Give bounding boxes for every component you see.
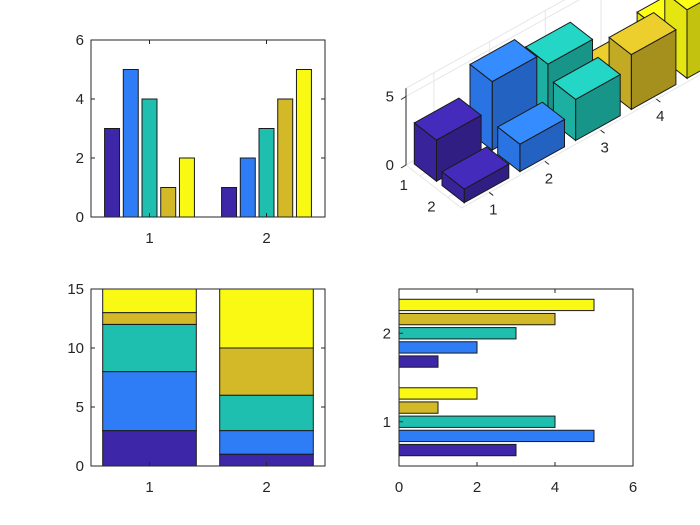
x-tick-label: 2 (262, 479, 270, 496)
hbar-2-5 (398, 298, 595, 312)
col-tick-mark (600, 129, 605, 134)
bar-1-4 (160, 187, 177, 218)
col-tick-mark (488, 192, 494, 196)
hbar-2-1 (398, 355, 439, 368)
x-tick-label: 2 (473, 479, 481, 496)
y-tick-label: 1 (383, 414, 391, 431)
y-tick-label: 4 (76, 91, 84, 108)
y-tick-label: 10 (67, 340, 84, 357)
col-tick-label: 4 (656, 108, 664, 125)
bar-2-2 (239, 157, 256, 218)
x-tick-label: 1 (145, 479, 153, 496)
horizontal-bar-chart: 0 2 4 6 1 2 (383, 288, 637, 496)
z-tick-mark (400, 164, 407, 169)
col-tick-mark (656, 98, 661, 103)
bar-2-3 (258, 128, 275, 218)
x-tick-label: 6 (629, 479, 637, 496)
hbar-2-2 (398, 341, 478, 354)
z-tick-label: 0 (386, 157, 394, 174)
stack-2-4 (219, 347, 314, 396)
hbar-2-4 (398, 312, 556, 326)
bar3d-2-5-front (686, 1, 700, 80)
bar-1-1 (104, 128, 121, 218)
stack-2-2 (219, 430, 314, 455)
hbar-1-3 (398, 415, 556, 428)
3d-bar-chart: 051212345 (386, 0, 700, 218)
stack-2-5 (219, 288, 314, 349)
bar-1-3 (141, 98, 158, 218)
y-tick-label: 5 (76, 399, 84, 416)
y-tick-label: 0 (76, 209, 84, 226)
stack-1-1 (102, 430, 197, 467)
bar-1-5 (178, 157, 195, 218)
bar3d-2-4-top (608, 12, 677, 56)
bar-2-5 (295, 69, 312, 218)
stacked-bar-chart: 0 5 10 15 1 2 (67, 281, 326, 496)
y-tick-label: 0 (76, 458, 84, 475)
hbar-1-1 (398, 443, 517, 457)
y-tick-label: 2 (76, 150, 84, 167)
hbar-1-4 (398, 401, 439, 414)
bar3d-2-3-top (552, 56, 622, 100)
bar3d-1-1-top (413, 97, 483, 141)
stack-2-3 (219, 394, 314, 432)
stack-1-5 (102, 288, 197, 314)
hbar-1-5 (398, 387, 478, 400)
hbar-2-3 (398, 327, 517, 340)
grid-line (405, 0, 580, 97)
axes-box (90, 288, 326, 467)
z-tick-label: 5 (386, 89, 394, 106)
stack-1-3 (102, 323, 197, 373)
y-tick-label: 2 (383, 325, 391, 342)
bar3d-2-1-top (441, 146, 510, 190)
col-tick-label: 3 (600, 139, 608, 156)
hbar-1-2 (398, 429, 595, 443)
stack-1-2 (102, 371, 197, 432)
bar3d-2-2-top (496, 101, 566, 145)
y-tick-label: 15 (67, 281, 84, 298)
z-tick-mark (400, 96, 407, 100)
x-tick-label: 1 (145, 230, 153, 247)
axes-box (398, 288, 634, 467)
col-tick-label: 1 (489, 201, 497, 218)
bar-1-2 (122, 69, 139, 218)
row-tick-label: 2 (427, 198, 435, 215)
grouped-bar-chart: 0 2 4 6 1 2 (76, 32, 326, 247)
bar-2-4 (277, 98, 294, 218)
col-tick-mark (544, 160, 550, 165)
y-tick-label: 6 (76, 32, 84, 49)
col-tick-label: 2 (545, 170, 553, 187)
x-tick-label: 0 (395, 479, 403, 496)
bar3d-1-2-top (469, 39, 538, 83)
bar-2-1 (221, 187, 238, 218)
stack-1-4 (102, 312, 197, 325)
row-tick-label: 1 (400, 177, 408, 194)
x-tick-label: 4 (551, 479, 559, 496)
axes-box (90, 39, 326, 218)
bar3d-2-5-top (673, 0, 700, 11)
x-tick-label: 2 (262, 230, 270, 247)
bar3d-1-3-top (524, 21, 594, 65)
